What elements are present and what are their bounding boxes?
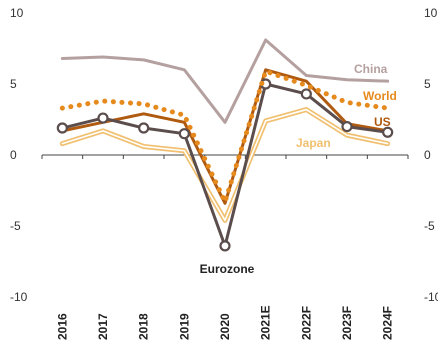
y-tick-label-right: -5 [424,219,435,233]
y-tick-label-right: 0 [424,148,431,162]
series-point-eurozone [382,126,394,138]
y-tick-label-right: 5 [424,77,431,91]
series-label-china: China [354,62,388,76]
series-point-eurozone [178,128,190,140]
x-tick-label: 2016 [55,313,69,340]
x-tick-label: 2017 [96,313,110,340]
series-label-us: US [374,115,391,129]
series-line-inner-japan [61,108,389,222]
x-tick-label: 2023F [340,306,354,340]
series-label-japan: Japan [296,136,331,150]
y-tick-label-right: 10 [424,6,438,20]
series-label-eurozone: Eurozone [200,262,255,276]
series-point-eurozone [138,122,150,134]
series-point-eurozone [97,112,109,124]
series-point-eurozone [219,240,231,252]
y-tick-label-right: -10 [424,290,438,304]
y-tick-label: 5 [10,77,17,91]
x-tick-label: 2022F [299,306,313,340]
series-line-world [59,68,391,205]
series-label-world: World [363,89,397,103]
y-tick-label: 10 [10,6,24,20]
series-point-eurozone [341,120,353,133]
y-tick-label: -5 [10,219,21,233]
y-tick-label: -10 [10,290,28,304]
x-tick-label: 2019 [177,313,191,340]
series-point-eurozone [56,122,68,134]
x-tick-label: 2020 [218,313,232,340]
y-tick-label: 0 [10,148,17,162]
series-point-eurozone [300,88,312,100]
x-tick-label: 2024F [381,306,395,340]
series-line-us [60,68,390,205]
x-tick-label: 2018 [137,313,151,340]
x-tick-label: 2021E [259,305,273,340]
series-line-china [60,38,390,124]
